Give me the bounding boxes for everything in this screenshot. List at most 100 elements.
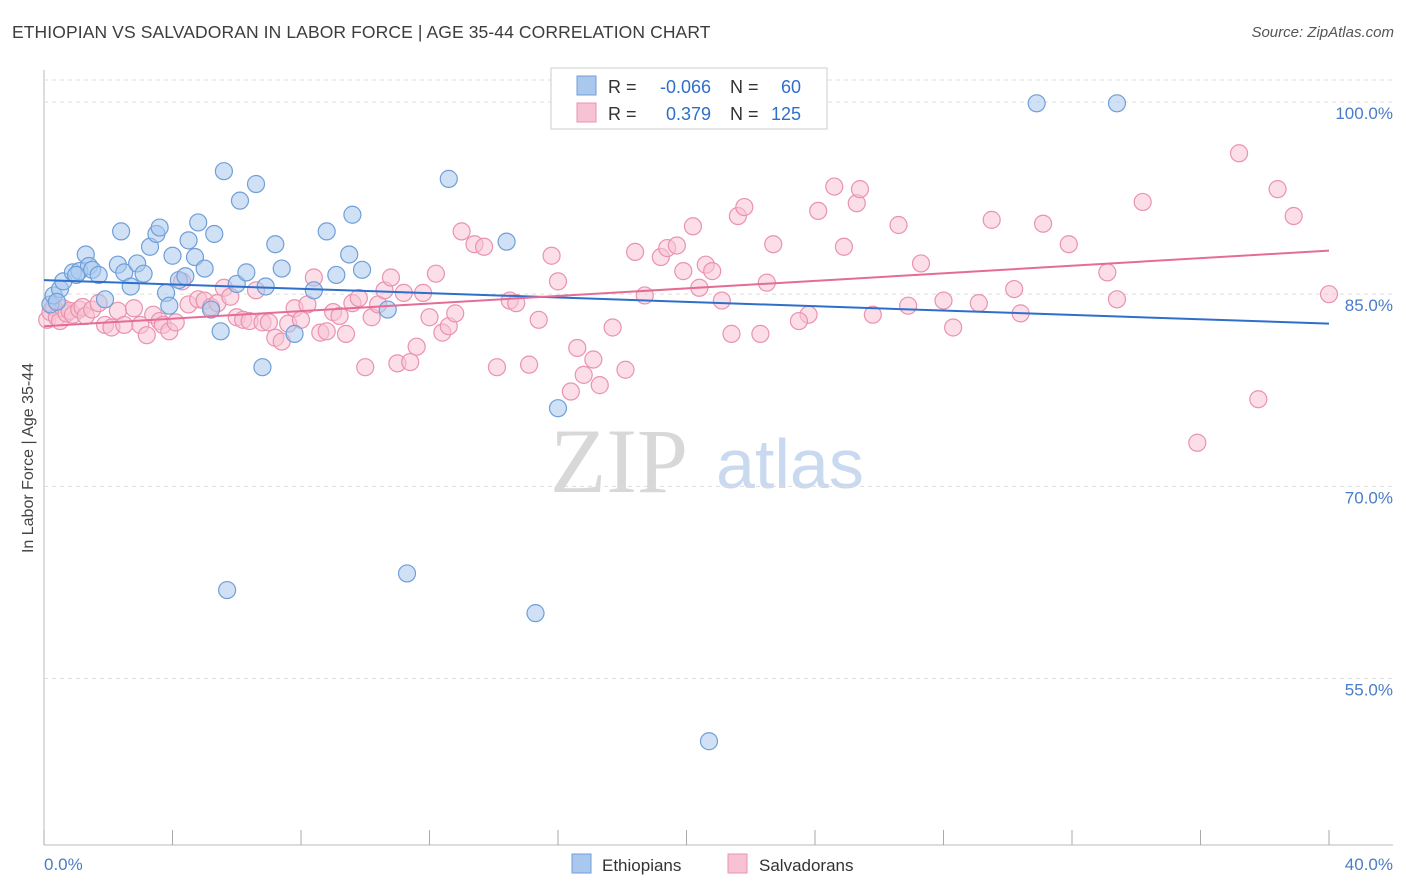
point-ethiopians (327, 265, 346, 285)
point-salvadorans (1033, 214, 1053, 233)
point-salvadorans (166, 313, 185, 332)
y-tick-label: 70.0% (1345, 488, 1393, 507)
point-salvadorans (825, 177, 844, 196)
point-salvadorans (584, 350, 603, 369)
point-salvadorans (115, 315, 134, 335)
point-salvadorans (487, 358, 507, 377)
point-salvadorans (420, 308, 439, 327)
x-tick-label-max: 40.0% (1345, 855, 1393, 874)
scatter-points (38, 94, 1339, 751)
point-salvadorans (330, 306, 349, 326)
point-salvadorans (603, 318, 622, 337)
bottom-legend-swatch-ethiopians (571, 853, 592, 874)
point-ethiopians (285, 324, 304, 343)
point-salvadorans (407, 337, 426, 356)
point-ethiopians (111, 222, 131, 241)
point-ethiopians (378, 300, 397, 319)
point-salvadorans (381, 268, 401, 287)
source-label: Source: ZipAtlas.com (1251, 24, 1394, 41)
point-ethiopians (497, 232, 516, 251)
point-salvadorans (889, 215, 908, 235)
x-tick-label-min: 0.0% (44, 855, 83, 874)
y-axis-label: In Labor Force | Age 35-44 (20, 363, 37, 553)
point-ethiopians (218, 580, 237, 600)
trend-line-salvadorans (43, 249, 1330, 328)
legend-n-value-ethiopians: 60 (781, 77, 801, 97)
point-ethiopians (214, 162, 233, 181)
point-salvadorans (548, 272, 568, 291)
point-salvadorans (1188, 433, 1207, 452)
point-ethiopians (179, 231, 198, 250)
point-ethiopians (1027, 94, 1046, 113)
point-salvadorans (259, 313, 278, 332)
point-ethiopians (121, 277, 140, 296)
y-tick-label: 85.0% (1345, 296, 1393, 315)
point-ethiopians (189, 213, 208, 232)
point-ethiopians (160, 296, 179, 315)
legend-n-value-salvadorans: 125 (771, 104, 801, 124)
point-ethiopians (317, 222, 336, 241)
point-salvadorans (452, 222, 471, 241)
trend-lines (43, 249, 1330, 328)
point-ethiopians (253, 358, 272, 377)
point-salvadorans (336, 324, 356, 343)
point-salvadorans (542, 246, 561, 265)
point-ethiopians (699, 732, 719, 751)
point-ethiopians (230, 191, 250, 210)
point-salvadorans (574, 365, 593, 384)
point-salvadorans (349, 288, 368, 308)
point-salvadorans (1059, 235, 1078, 254)
point-salvadorans (834, 237, 854, 256)
point-salvadorans (625, 242, 645, 262)
legend-swatch-salvadorans (576, 102, 597, 123)
bottom-legend-label-ethiopians: Ethiopians (602, 856, 681, 875)
point-salvadorans (683, 217, 703, 236)
point-ethiopians (272, 259, 291, 278)
legend-swatch-ethiopians (576, 75, 597, 96)
point-ethiopians (266, 235, 285, 254)
y-tick-labels: 55.0% 70.0% 85.0% 100.0% (1335, 104, 1393, 699)
point-salvadorans (764, 235, 783, 254)
point-ethiopians (1107, 94, 1127, 113)
point-salvadorans (1249, 390, 1268, 409)
point-ethiopians (439, 169, 458, 188)
point-ethiopians (526, 604, 545, 623)
point-salvadorans (568, 338, 587, 358)
point-salvadorans (863, 305, 882, 324)
point-ethiopians (150, 218, 169, 237)
point-salvadorans (1005, 279, 1024, 299)
point-salvadorans (751, 324, 770, 343)
point-salvadorans (911, 254, 931, 273)
point-salvadorans (529, 310, 548, 329)
watermark-atlas: atlas (716, 425, 864, 503)
point-ethiopians (340, 245, 359, 264)
point-salvadorans (475, 237, 494, 256)
legend-r-value-ethiopians: -0.066 (660, 77, 711, 97)
point-salvadorans (1268, 180, 1287, 199)
bottom-legend-label-salvadorans: Salvadorans (759, 856, 854, 875)
point-ethiopians (89, 265, 108, 285)
point-salvadorans (1229, 144, 1249, 163)
point-ethiopians (237, 263, 256, 282)
point-salvadorans (809, 201, 828, 221)
legend-n-label-salvadorans: N = (730, 104, 759, 124)
point-salvadorans (401, 352, 420, 372)
legend-r-label-salvadorans: R = (608, 104, 637, 124)
point-salvadorans (1319, 285, 1339, 304)
point-salvadorans (137, 326, 156, 345)
point-ethiopians (343, 205, 362, 224)
watermark-zip: ZIP (550, 410, 688, 512)
watermark: ZIP atlas (550, 410, 864, 512)
point-ethiopians (95, 290, 115, 309)
legend-n-label-ethiopians: N = (730, 77, 759, 97)
point-ethiopians (163, 246, 182, 265)
point-salvadorans (789, 311, 809, 331)
point-salvadorans (356, 358, 375, 377)
point-salvadorans (674, 262, 693, 281)
bottom-legend: Ethiopians Salvadorans (571, 853, 854, 875)
y-tick-label: 55.0% (1345, 680, 1393, 699)
point-ethiopians (205, 224, 224, 244)
x-ticks (43, 830, 1330, 845)
point-salvadorans (850, 180, 870, 199)
